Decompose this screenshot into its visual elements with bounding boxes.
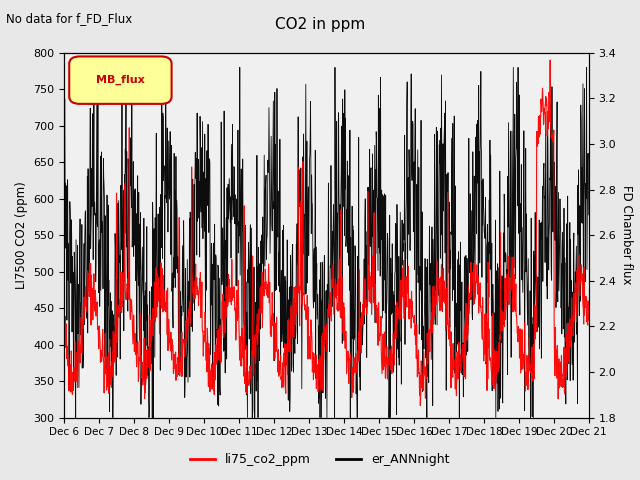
Y-axis label: LI7500 CO2 (ppm): LI7500 CO2 (ppm) <box>15 181 28 289</box>
Text: MB_flux: MB_flux <box>96 75 145 85</box>
Text: No data for f_FD_Flux: No data for f_FD_Flux <box>6 12 132 25</box>
Y-axis label: FD Chamber flux: FD Chamber flux <box>620 185 633 285</box>
Text: CO2 in ppm: CO2 in ppm <box>275 17 365 32</box>
FancyBboxPatch shape <box>69 57 172 104</box>
Legend: li75_co2_ppm, er_ANNnight: li75_co2_ppm, er_ANNnight <box>186 448 454 471</box>
